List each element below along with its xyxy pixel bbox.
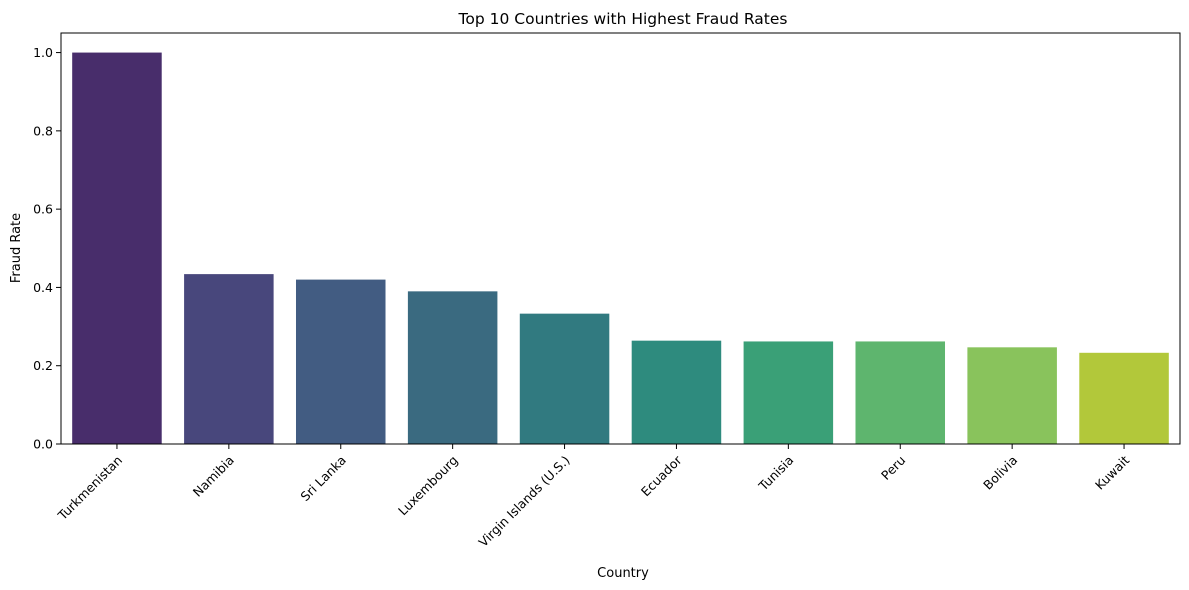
x-tick-label: Bolivia bbox=[980, 453, 1020, 493]
y-tick-label: 0.2 bbox=[33, 358, 53, 373]
x-tick-label: Namibia bbox=[190, 453, 237, 500]
y-tick-label: 0.4 bbox=[33, 280, 53, 295]
x-tick-label: Sri Lanka bbox=[297, 453, 348, 504]
bars-group bbox=[72, 52, 1169, 444]
bar-tunisia bbox=[743, 341, 834, 444]
y-tick-label: 0.6 bbox=[33, 202, 53, 217]
y-axis: 0.0 0.2 0.4 0.6 0.8 1.0 bbox=[33, 45, 61, 452]
y-axis-label: Fraud Rate bbox=[9, 213, 24, 283]
bar-kuwait bbox=[1079, 352, 1169, 444]
x-axis-label: Country bbox=[597, 566, 649, 581]
bar-ecuador bbox=[631, 340, 722, 444]
y-tick-label: 1.0 bbox=[33, 45, 53, 60]
plot-frame bbox=[60, 32, 1181, 445]
x-tick-label: Luxembourg bbox=[395, 453, 461, 519]
bar-bolivia bbox=[967, 347, 1057, 444]
x-axis: Turkmenistan Namibia Sri Lanka Luxembourg Vi… bbox=[54, 444, 1132, 550]
bar-luxembourg bbox=[407, 291, 498, 444]
y-tick-label: 0.0 bbox=[33, 437, 53, 452]
bar-turkmenistan bbox=[72, 52, 162, 444]
bar-sri-lanka bbox=[295, 279, 386, 444]
x-tick-label: Virgin Islands (U.S.) bbox=[475, 453, 572, 550]
x-tick-label: Tunisia bbox=[755, 453, 797, 495]
bar-virgin-islands-u-s bbox=[519, 313, 610, 444]
x-tick-label: Kuwait bbox=[1092, 452, 1132, 492]
bar-peru bbox=[855, 341, 946, 444]
y-tick-label: 0.8 bbox=[33, 123, 53, 138]
x-tick-label: Turkmenistan bbox=[54, 453, 125, 524]
x-tick-label: Ecuador bbox=[638, 452, 685, 499]
bar-namibia bbox=[184, 274, 274, 444]
chart-title: Top 10 Countries with Highest Fraud Rate… bbox=[458, 10, 788, 28]
x-tick-label: Peru bbox=[878, 453, 908, 483]
